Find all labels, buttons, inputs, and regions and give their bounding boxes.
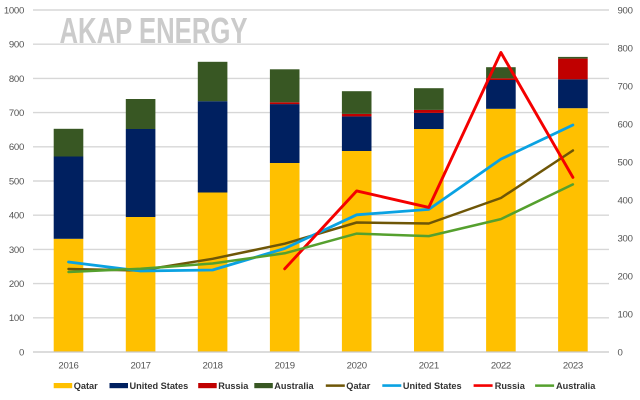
svg-text:600: 600: [618, 120, 633, 131]
svg-text:200: 200: [9, 279, 24, 290]
svg-text:Australia: Australia: [556, 381, 596, 391]
svg-text:2016: 2016: [58, 361, 78, 372]
svg-text:800: 800: [9, 74, 24, 85]
svg-text:400: 400: [9, 211, 24, 222]
svg-text:2022: 2022: [491, 361, 511, 372]
svg-text:2021: 2021: [419, 361, 439, 372]
svg-text:Qatar: Qatar: [346, 381, 370, 391]
svg-text:0: 0: [19, 347, 24, 358]
svg-text:2017: 2017: [131, 361, 151, 372]
svg-text:Russia: Russia: [218, 381, 249, 391]
svg-text:200: 200: [618, 272, 633, 283]
svg-text:400: 400: [618, 196, 633, 207]
svg-text:2018: 2018: [203, 361, 223, 372]
svg-text:300: 300: [9, 245, 24, 256]
svg-text:500: 500: [9, 176, 24, 187]
svg-text:2020: 2020: [347, 361, 367, 372]
svg-text:600: 600: [9, 142, 24, 153]
svg-text:Russia: Russia: [495, 381, 526, 391]
svg-text:0: 0: [618, 348, 623, 359]
svg-text:1000: 1000: [4, 5, 24, 16]
svg-text:2023: 2023: [563, 361, 583, 372]
svg-text:100: 100: [618, 310, 633, 321]
svg-text:100: 100: [9, 313, 24, 324]
svg-text:2019: 2019: [275, 361, 295, 372]
svg-text:900: 900: [618, 6, 633, 17]
svg-text:700: 700: [9, 108, 24, 119]
svg-text:Qatar: Qatar: [74, 381, 98, 391]
svg-text:300: 300: [618, 234, 633, 245]
svg-text:United States: United States: [130, 381, 189, 391]
svg-text:Australia: Australia: [274, 381, 314, 391]
svg-text:500: 500: [618, 158, 633, 169]
svg-text:United States: United States: [403, 381, 462, 391]
svg-text:AKAP ENERGY: AKAP ENERGY: [60, 10, 248, 51]
svg-text:700: 700: [618, 82, 633, 93]
svg-text:900: 900: [9, 40, 24, 51]
svg-text:800: 800: [618, 44, 633, 55]
